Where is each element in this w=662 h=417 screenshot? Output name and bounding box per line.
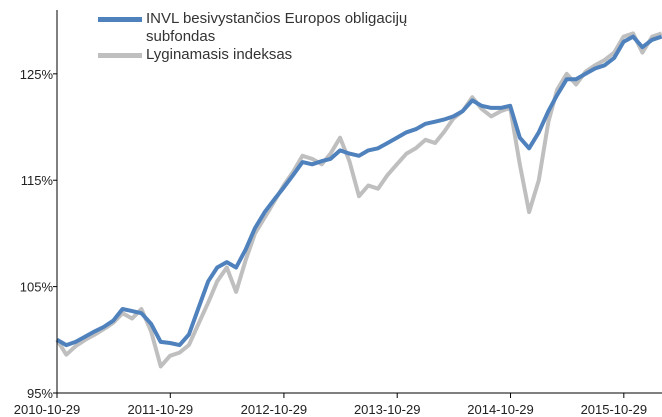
legend-item: INVL besivystančios Europos obligacijų s… <box>98 10 458 46</box>
legend-label: Lyginamasis indeksas <box>146 46 293 63</box>
y-tick-label: 95% <box>27 386 53 401</box>
x-tick-label: 2010-10-29 <box>14 402 81 417</box>
series-line <box>56 34 662 348</box>
x-tick-label: 2011-10-29 <box>128 402 194 417</box>
legend-swatch <box>98 17 142 22</box>
series-line <box>55 31 662 369</box>
legend-label: INVL besivystančios Europos obligacijų s… <box>146 10 408 45</box>
y-tick-label: 115% <box>21 173 54 188</box>
legend-swatch <box>98 53 142 58</box>
legend-item: Lyginamasis indeksas <box>98 46 458 64</box>
x-tick-label: 2014-10-29 <box>467 402 534 417</box>
legend: INVL besivystančios Europos obligacijų s… <box>98 10 458 64</box>
x-tick-label: 2013-10-29 <box>354 402 421 417</box>
y-tick-label: 125% <box>20 67 54 82</box>
y-tick-label: 105% <box>20 280 54 295</box>
x-tick-label: 2012-10-29 <box>241 402 308 417</box>
x-tick-label: 2015-10-29 <box>581 402 648 417</box>
